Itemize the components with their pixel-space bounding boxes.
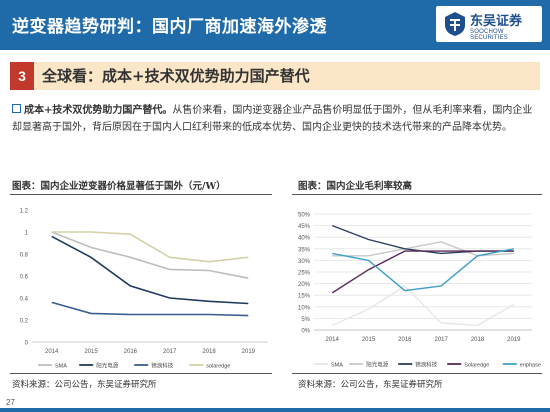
figure-2-bottom-rule	[292, 373, 542, 374]
x-tick-label: 2014	[325, 337, 339, 343]
legend-label: 阳光电源	[366, 360, 389, 368]
page-title: 逆变器趋势研判：国内厂商加速海外渗透	[12, 17, 327, 37]
y-tick-label: 50%	[298, 213, 311, 219]
y-tick-label: 40%	[298, 236, 311, 242]
y-tick-label: 25%	[298, 271, 311, 277]
legend-label: Solaredge	[464, 362, 489, 368]
figure-1-bottom-rule	[10, 373, 272, 374]
body-paragraph: 成本+技术双优势助力国产替代。从售价来看，国内逆变器企业产品售价明显低于国外，但…	[12, 102, 540, 136]
legend-label: 锦浪科技	[415, 360, 438, 368]
x-tick-label: 2016	[124, 349, 138, 355]
y-tick-label: 0.8	[20, 253, 29, 259]
y-tick-label: 5%	[301, 317, 310, 323]
section-title: 全球看：成本+技术双优势助力国产替代	[42, 67, 310, 85]
y-tick-label: 15%	[298, 294, 311, 300]
figure-1-title: 图表：国内企业逆变器价格显著低于国外（元/W）	[12, 181, 226, 192]
series-line	[51, 231, 249, 279]
series-line	[332, 248, 514, 292]
company-logo: 东吴证券 SOOCHOW SECURITIES	[436, 6, 542, 42]
paragraph-body: 从售价来看，国内逆变器企业产品售价明显低于国外，但从毛利率来看，国内企业却显著高…	[12, 105, 533, 133]
square-bullet-icon	[12, 104, 21, 113]
x-tick-label: 2015	[84, 349, 98, 355]
section-number: 3	[10, 62, 34, 90]
y-tick-label: 0.6	[20, 275, 29, 281]
y-tick-label: 20%	[298, 282, 311, 288]
y-tick-label: 10%	[298, 305, 311, 311]
section-heading: 3 全球看：成本+技术双优势助力国产替代	[10, 62, 540, 90]
figure-1-source: 资料来源：公司公告，东吴证券研究所	[12, 380, 157, 390]
y-tick-label: 0%	[301, 329, 310, 335]
y-tick-label: 30%	[298, 259, 311, 265]
legend-label: SMA	[331, 362, 343, 368]
page-number: 27	[6, 398, 15, 407]
y-tick-label: 0.2	[20, 319, 29, 325]
x-tick-label: 2018	[471, 337, 485, 343]
logo-icon	[445, 12, 465, 36]
figure-2-source: 资料来源：公司公告，东吴证券研究所	[298, 380, 443, 390]
header-banner: 逆变器趋势研判：国内厂商加速海外渗透 东吴证券 SOOCHOW SECURITI…	[0, 0, 550, 50]
series-line	[51, 235, 249, 305]
legend-label: enphase	[520, 362, 541, 368]
y-tick-label: 45%	[298, 224, 311, 230]
legend-label: 阳光电源	[96, 361, 119, 369]
figure-2-top-rule	[292, 194, 542, 195]
paragraph-lead: 成本+技术双优势助力国产替代。	[24, 105, 173, 116]
x-tick-label: 2019	[507, 337, 521, 343]
figure-2-title: 图表：国内企业毛利率较高	[298, 181, 413, 192]
footer-rule	[0, 408, 550, 412]
x-tick-label: 2018	[202, 349, 216, 355]
y-tick-label: 35%	[298, 247, 311, 253]
price-chart: 0 0.2 0.4 0.6 0.8 1 1.2 2014 2015 2016 2017 2018 201…	[20, 209, 268, 369]
legend-label: solaredge	[206, 363, 230, 369]
x-tick-label: 2014	[45, 349, 59, 355]
y-tick-label: 0	[25, 341, 29, 347]
logo-text-en: SOOCHOW SECURITIES	[470, 29, 509, 41]
y-tick-label: 0.4	[20, 297, 29, 303]
legend-label: SMA	[55, 363, 67, 369]
x-tick-label: 2015	[362, 337, 376, 343]
figure-1-top-rule	[10, 194, 272, 195]
logo-text-cn: 东吴证券	[470, 14, 523, 29]
series-line	[331, 285, 515, 327]
series-line	[331, 250, 514, 294]
y-tick-label: 1	[25, 231, 29, 237]
series-line	[331, 224, 514, 255]
legend-label: 锦浪科技	[151, 361, 174, 369]
y-tick-label: 1.2	[20, 209, 29, 215]
x-tick-label: 2017	[434, 337, 448, 343]
series-line	[332, 241, 514, 257]
series-line	[51, 301, 249, 317]
series-line	[51, 231, 249, 263]
x-tick-label: 2016	[398, 337, 412, 343]
x-tick-label: 2019	[242, 349, 256, 355]
x-tick-label: 2017	[163, 349, 177, 355]
margin-chart: 0% 5% 10% 15% 20% 25% 30% 35% 40% 45% 50% 2014 2015 2…	[298, 213, 541, 369]
